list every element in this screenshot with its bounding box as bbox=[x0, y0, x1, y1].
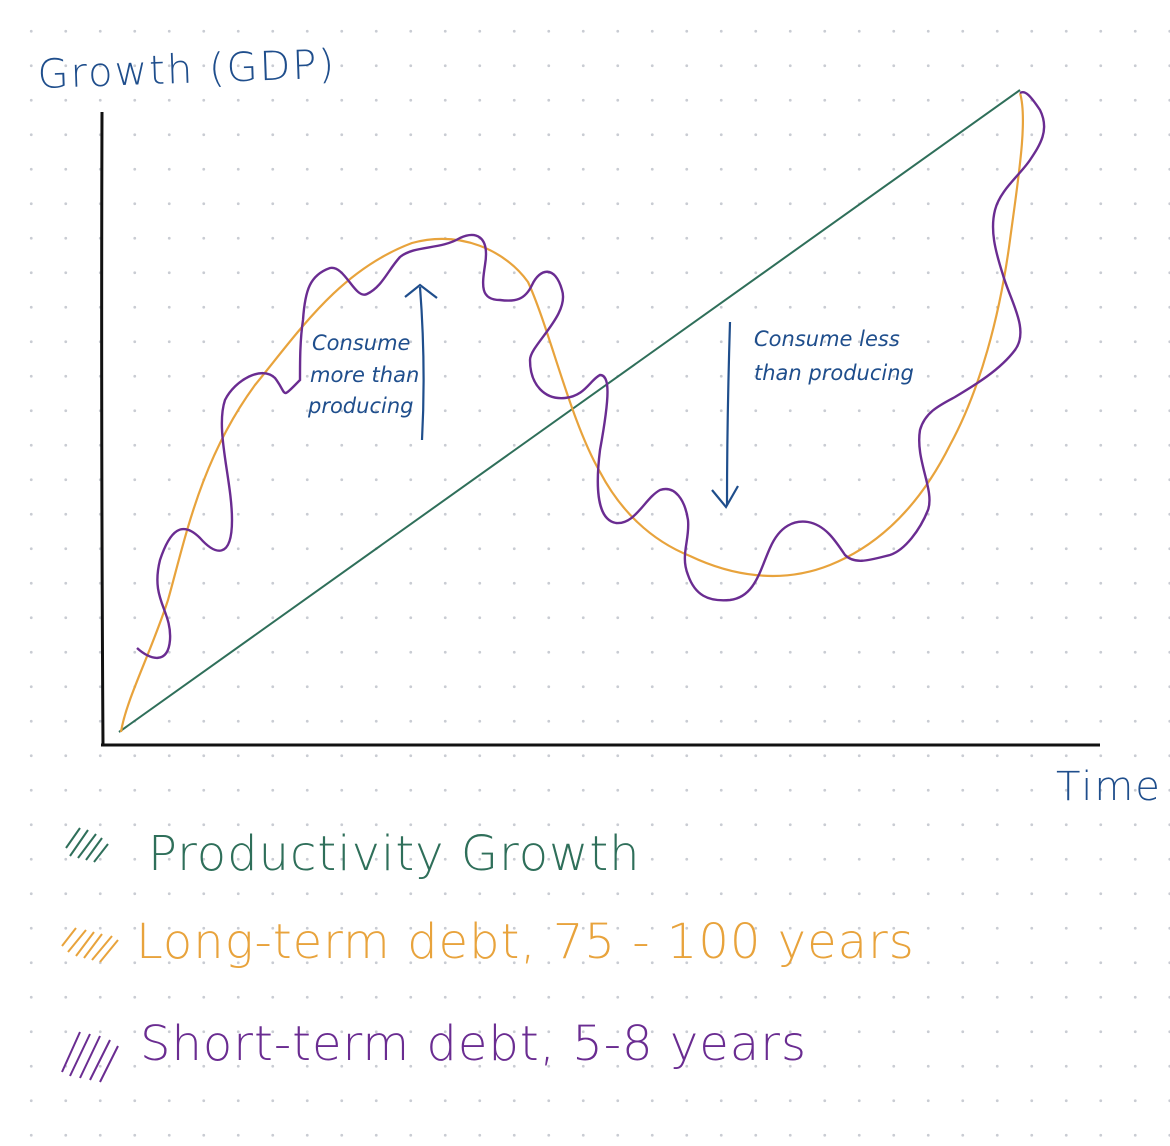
productivity-growth-line bbox=[118, 89, 1021, 733]
annotation-consume-less-line-1: Consume less bbox=[754, 327, 900, 351]
short-term-debt-curve bbox=[136, 91, 1046, 660]
legend-label-long-term: Long-term debt, 75 - 100 years bbox=[136, 914, 915, 970]
long-term-debt-curve bbox=[119, 92, 1025, 733]
annotation-consume-less: Consume less than producing bbox=[711, 321, 914, 509]
annotation-consume-more-line-2: more than bbox=[310, 363, 419, 387]
y-axis bbox=[100, 111, 105, 746]
annotation-consume-more-line-3: producing bbox=[307, 394, 413, 418]
annotation-consume-less-line-2: than producing bbox=[754, 361, 914, 385]
y-axis-title: Growth (GDP) bbox=[37, 42, 337, 98]
x-axis bbox=[100, 742, 1101, 747]
arrow-down-head-icon bbox=[711, 485, 739, 509]
arrow-down-icon bbox=[725, 321, 732, 506]
arrow-up-head-icon bbox=[404, 283, 438, 299]
annotation-consume-more-line-1: Consume bbox=[312, 331, 410, 355]
legend-swatch-orange-icon bbox=[61, 927, 119, 963]
legend-swatch-green-icon bbox=[65, 827, 109, 863]
x-axis-title: Time bbox=[1056, 764, 1162, 810]
legend-label-short-term: Short-term debt, 5-8 years bbox=[140, 1016, 807, 1072]
legend-item-long-term: Long-term debt, 75 - 100 years bbox=[61, 914, 915, 970]
legend: Productivity Growth Long-term debt, 75 -… bbox=[61, 826, 915, 1083]
legend-label-productivity: Productivity Growth bbox=[148, 826, 641, 882]
legend-swatch-purple-icon bbox=[61, 1031, 119, 1083]
legend-item-productivity: Productivity Growth bbox=[65, 826, 641, 882]
legend-item-short-term: Short-term debt, 5-8 years bbox=[61, 1016, 807, 1083]
arrow-up-icon bbox=[418, 286, 425, 441]
annotation-consume-more: Consume more than producing bbox=[307, 283, 438, 441]
